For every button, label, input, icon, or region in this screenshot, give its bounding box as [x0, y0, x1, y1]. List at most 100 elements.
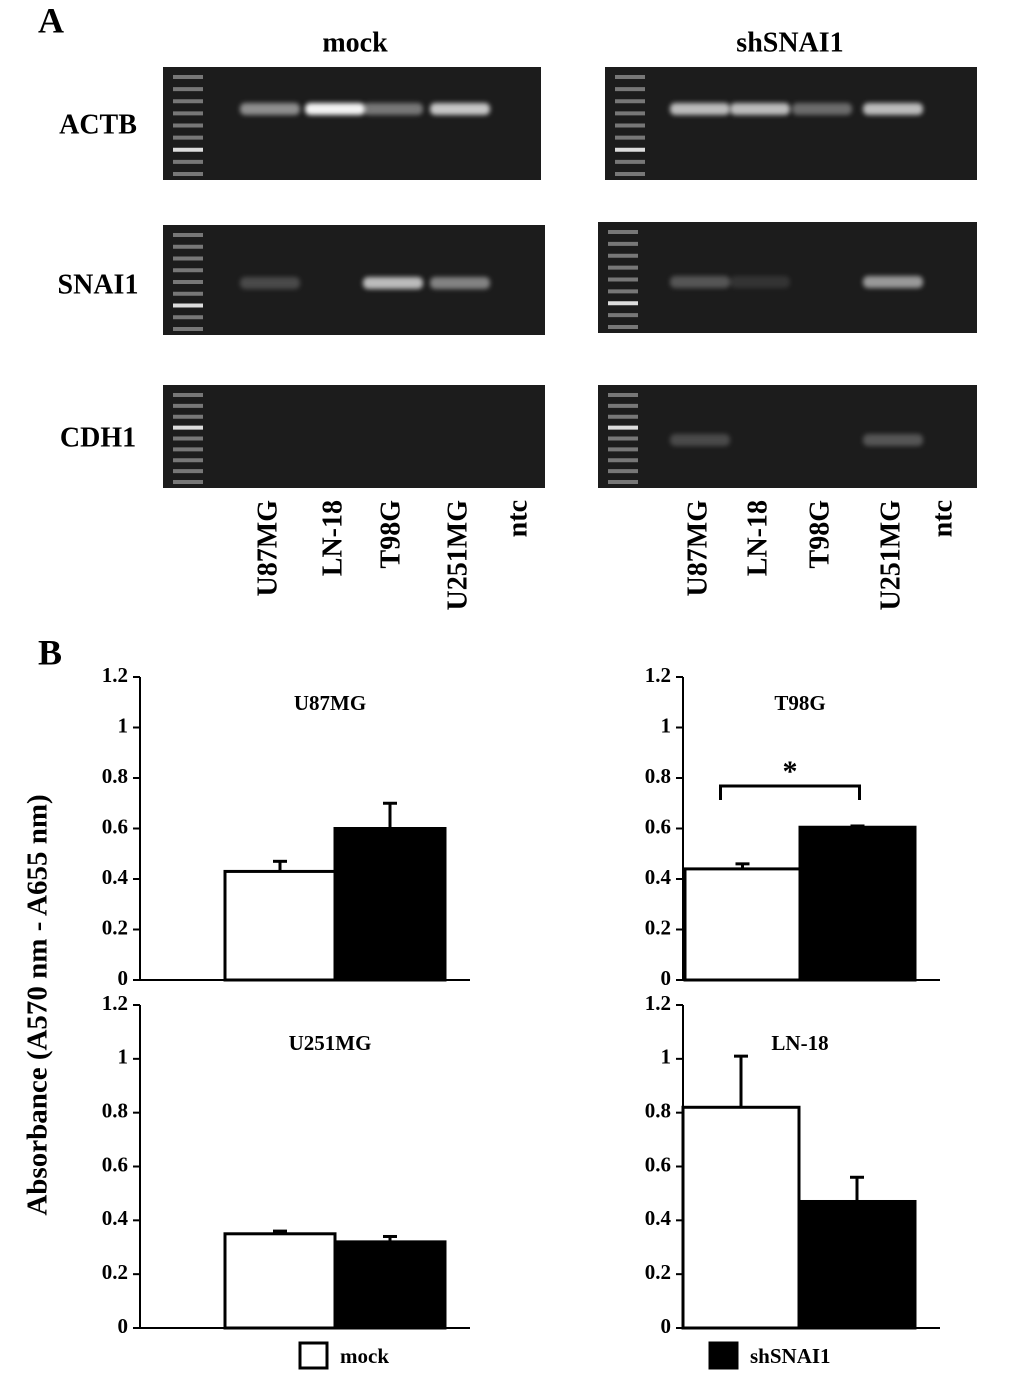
group-title: shSNAI1: [736, 27, 843, 58]
y-tick-label: 1: [661, 1045, 672, 1069]
legend-label: shSNAI1: [750, 1344, 831, 1368]
y-tick-label: 0.6: [102, 1152, 128, 1176]
y-tick-label: 0.6: [102, 814, 128, 838]
bar: [223, 1232, 337, 1330]
ladder-band: [608, 436, 638, 441]
ladder-band: [173, 123, 203, 128]
ladder-band: [608, 253, 638, 258]
gene-label: CDH1: [60, 422, 136, 453]
ladder-band: [615, 135, 645, 140]
ladder-band: [173, 268, 203, 273]
ladder-band: [173, 99, 203, 104]
lane-label: ntc: [927, 500, 958, 537]
y-tick-label: 0.8: [645, 764, 671, 788]
ladder-band: [173, 425, 203, 430]
ladder-band: [173, 414, 203, 419]
lane-label: U251MG: [442, 500, 473, 611]
ladder-band: [608, 301, 638, 306]
gel-band: [670, 103, 730, 115]
ladder-band: [173, 315, 203, 320]
ladder-band: [173, 135, 203, 140]
bar: [223, 869, 337, 982]
y-tick-label: 0.8: [102, 764, 128, 788]
ladder-band: [615, 111, 645, 116]
gel-band: [363, 103, 423, 115]
ladder-band: [608, 403, 638, 408]
y-tick-label: 0.4: [102, 1206, 129, 1230]
y-tick-label: 1: [118, 1045, 129, 1069]
lane-label: U87MG: [252, 500, 283, 597]
ladder-band: [173, 256, 203, 261]
ladder-band: [615, 159, 645, 164]
ladder-band: [173, 436, 203, 441]
y-tick-label: 0.4: [102, 865, 129, 889]
ladder-band: [173, 75, 203, 79]
gels: [163, 67, 977, 488]
gel-band: [863, 434, 923, 446]
lane-label: LN-18: [742, 500, 773, 576]
y-tick-label: 0: [661, 1314, 672, 1338]
lane-label: U87MG: [682, 500, 713, 597]
ladder-band: [608, 230, 638, 234]
bar: [797, 1199, 917, 1330]
gel-band: [863, 276, 923, 288]
gel-band: [430, 277, 490, 289]
y-tick-label: 1: [118, 713, 129, 737]
gel-band: [305, 103, 365, 115]
ladder-band: [173, 303, 203, 308]
ladder-band: [608, 480, 638, 484]
ladder-band: [615, 172, 645, 176]
significance-bracket: [719, 784, 861, 800]
ladder-band: [615, 99, 645, 104]
bar: [683, 867, 802, 982]
gel-band: [792, 103, 852, 115]
y-tick-label: 1.2: [102, 991, 128, 1015]
y-tick-label: 0.4: [645, 1206, 672, 1230]
ladder-band: [173, 327, 203, 331]
bar: [681, 1105, 801, 1330]
lane-label: LN-18: [317, 500, 348, 576]
bar: [333, 1240, 447, 1330]
panel-label: B: [38, 632, 62, 672]
gel-band: [730, 276, 790, 288]
gel-band: [363, 277, 423, 289]
ladder-band: [608, 414, 638, 419]
ladder-band: [173, 111, 203, 116]
ladder-band: [173, 87, 203, 92]
gel: [163, 67, 541, 180]
ladder-band: [615, 87, 645, 92]
y-tick-label: 0: [118, 966, 129, 990]
y-tick-label: 0.8: [102, 1098, 128, 1122]
ladder-band: [608, 425, 638, 430]
ladder-band: [173, 469, 203, 474]
ladder-band: [173, 291, 203, 296]
chart-title: U251MG: [289, 1031, 372, 1055]
ladder-band: [173, 233, 203, 237]
y-tick-label: 0.2: [645, 915, 671, 939]
ladder-band: [608, 393, 638, 397]
ladder-band: [608, 458, 638, 463]
bar: [798, 825, 917, 982]
group-title: mock: [322, 27, 388, 58]
y-tick-label: 0.6: [645, 814, 671, 838]
gel-band: [430, 103, 490, 115]
ladder-band: [173, 447, 203, 452]
y-tick-label: 0: [118, 1314, 129, 1338]
ladder-band: [608, 325, 638, 329]
ladder-band: [608, 277, 638, 282]
lane-label: T98G: [804, 500, 835, 569]
gel-band: [670, 276, 730, 288]
ladder-band: [608, 289, 638, 294]
bar: [333, 827, 447, 982]
ladder-band: [615, 123, 645, 128]
gel-band: [863, 103, 923, 115]
legend-swatch: [298, 1341, 329, 1370]
gene-label: ACTB: [59, 109, 137, 140]
gene-label: SNAI1: [58, 269, 139, 300]
chart-title: U87MG: [294, 691, 366, 715]
ladder-band: [608, 469, 638, 474]
ladder-band: [173, 403, 203, 408]
y-tick-label: 0.2: [102, 1260, 128, 1284]
y-tick-label: 0.2: [645, 1260, 671, 1284]
